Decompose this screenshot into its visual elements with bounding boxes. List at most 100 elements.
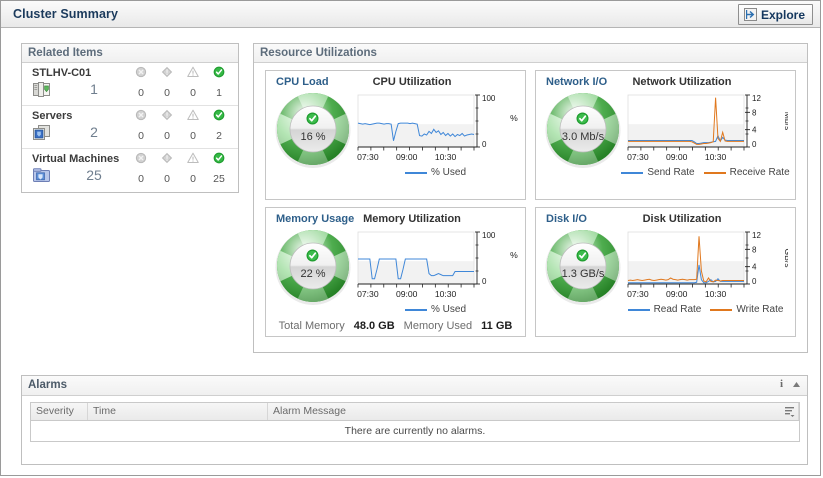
status-count-critical[interactable]: 0 <box>128 109 154 142</box>
status-count-value: 25 <box>213 173 225 185</box>
status-count-warning[interactable]: 0 <box>154 152 180 185</box>
memory-usage-metric: Memory Usage Memory Utilization 22 % 0 10… <box>265 207 526 337</box>
x-tick-label: 07:30 <box>627 152 649 162</box>
alarms-header-label: Alarms <box>28 379 67 391</box>
status-count-critical[interactable]: 0 <box>128 152 154 185</box>
column-header-time[interactable]: Time <box>88 403 268 420</box>
normal-check-icon <box>206 66 232 81</box>
chart-canvas: 0 4 8 12 07:30 09:00 10:30 GB/s <box>627 231 788 299</box>
legend-item[interactable]: % Used <box>404 304 466 315</box>
memory-chart-legend: % Used <box>348 304 523 315</box>
legend-item[interactable]: Send Rate <box>621 167 695 178</box>
legend-item[interactable]: % Used <box>404 167 466 178</box>
explore-button-label: Explore <box>760 7 805 22</box>
status-count-normal[interactable]: 1 <box>206 66 232 99</box>
memory-chart-title: Memory Utilization <box>363 213 461 225</box>
chart-canvas: 0 100 07:30 09:00 10:30% <box>357 231 518 299</box>
related-item-status-group: 0 0 0 1 <box>128 66 232 104</box>
status-count-caution[interactable]: 0 <box>180 152 206 185</box>
svg-text:0: 0 <box>752 140 757 149</box>
related-items-header: Related Items <box>22 44 238 63</box>
related-items-list: STLHV-C01 1 0 0 0 1 Servers 2 0 0 0 2 Virtual Machin… <box>22 63 238 192</box>
alarms-grid: Severity Time Alarm Message There are cu… <box>30 402 800 442</box>
page-title: Cluster Summary <box>13 7 119 21</box>
related-item-status-group: 0 0 0 25 <box>128 152 232 190</box>
caution-triangle-icon <box>180 152 206 167</box>
disk-io-metric: Disk I/O Disk Utilization 1.3 GB/s 0 4 8 12… <box>535 207 796 337</box>
status-count-normal[interactable]: 2 <box>206 109 232 142</box>
disk-io-title: Disk I/O <box>546 213 587 225</box>
cpu-load-metric: CPU Load CPU Utilization 16 % 0 100 07:30 0… <box>265 70 526 200</box>
related-item-name: STLHV-C01 <box>32 67 92 79</box>
svg-text:8: 8 <box>752 245 757 254</box>
normal-check-icon <box>306 112 320 126</box>
normal-check-icon <box>576 112 590 126</box>
status-count-caution[interactable]: 0 <box>180 66 206 99</box>
status-count-value: 0 <box>190 87 196 99</box>
info-icon[interactable]: i <box>779 378 783 390</box>
legend-item[interactable]: Receive Rate <box>703 167 790 178</box>
status-count-value: 0 <box>138 173 144 185</box>
memory-used-value: 11 GB <box>481 320 513 332</box>
status-count-value: 0 <box>190 173 196 185</box>
svg-text:4: 4 <box>752 126 757 135</box>
explore-arrow-icon <box>743 8 757 21</box>
window-titlebar: Cluster Summary Explore <box>1 1 820 28</box>
gauge-value: 1.3 GB/s <box>561 268 605 280</box>
cpu-chart-legend: % Used <box>348 167 523 178</box>
network-io-metric: Network I/O Network Utilization 3.0 Mb/s… <box>535 70 796 200</box>
x-tick-label: 07:30 <box>627 289 649 299</box>
y-axis-label: Mb/s <box>783 112 788 131</box>
svg-text:4: 4 <box>752 263 757 272</box>
chart-canvas: 0 100 07:30 09:00 10:30% <box>357 94 518 162</box>
server-icon <box>33 125 51 141</box>
status-count-caution[interactable]: 0 <box>180 109 206 142</box>
y-axis-label: % <box>510 250 518 260</box>
total-memory-value: 48.0 GB <box>353 320 395 332</box>
status-count-normal[interactable]: 25 <box>206 152 232 185</box>
gauge-dial <box>545 93 621 168</box>
cluster-icon <box>33 82 51 98</box>
cpu-load-gauge: 16 % <box>274 90 352 168</box>
normal-check-icon <box>206 109 232 124</box>
series-line <box>627 236 744 283</box>
x-tick-label: 10:30 <box>435 152 457 162</box>
caution-triangle-icon <box>180 109 206 124</box>
memory-utilization-chart: 0 100 07:30 09:00 10:30% <box>356 228 518 302</box>
caret-up-icon[interactable] <box>792 380 801 389</box>
status-count-critical[interactable]: 0 <box>128 66 154 99</box>
x-tick-label: 09:00 <box>666 289 688 299</box>
legend-swatch <box>710 308 733 311</box>
virtual-machine-icon <box>33 168 51 184</box>
svg-text:12: 12 <box>752 231 761 240</box>
series-line <box>628 264 744 284</box>
normal-check-icon <box>206 152 232 167</box>
column-header-alarm-message[interactable]: Alarm Message <box>268 403 799 420</box>
disk-utilization-chart: 0 4 8 12 07:30 09:00 10:30 GB/s <box>626 228 788 302</box>
legend-label: Read Rate <box>653 304 702 315</box>
legend-item[interactable]: Write Rate <box>710 304 783 315</box>
column-menu-icon[interactable] <box>785 406 796 417</box>
column-header-severity[interactable]: Severity <box>31 403 88 420</box>
warning-diamond-icon <box>154 152 180 167</box>
resource-utilizations-panel: Resource Utilizations CPU Load CPU Utili… <box>253 43 808 353</box>
related-item-count: 2 <box>90 124 98 140</box>
related-item-status-group: 0 0 0 2 <box>128 109 232 147</box>
y-axis-label: % <box>510 113 518 123</box>
related-item-row[interactable]: STLHV-C01 1 0 0 0 1 <box>22 63 238 106</box>
critical-x-icon <box>128 109 154 124</box>
svg-text:12: 12 <box>752 94 761 103</box>
cpu-load-title: CPU Load <box>276 76 329 88</box>
status-count-warning[interactable]: 0 <box>154 66 180 99</box>
memory-used-label: Memory Used <box>403 320 473 332</box>
related-item-row[interactable]: Virtual Machines 25 0 0 0 25 <box>22 149 238 192</box>
explore-button[interactable]: Explore <box>737 4 813 25</box>
gauge-dial <box>275 93 351 168</box>
x-tick-label: 07:30 <box>357 289 379 299</box>
related-item-row[interactable]: Servers 2 0 0 0 2 <box>22 106 238 149</box>
status-count-value: 0 <box>164 130 170 142</box>
status-count-warning[interactable]: 0 <box>154 109 180 142</box>
svg-text:100: 100 <box>482 94 496 103</box>
legend-item[interactable]: Read Rate <box>627 304 702 315</box>
